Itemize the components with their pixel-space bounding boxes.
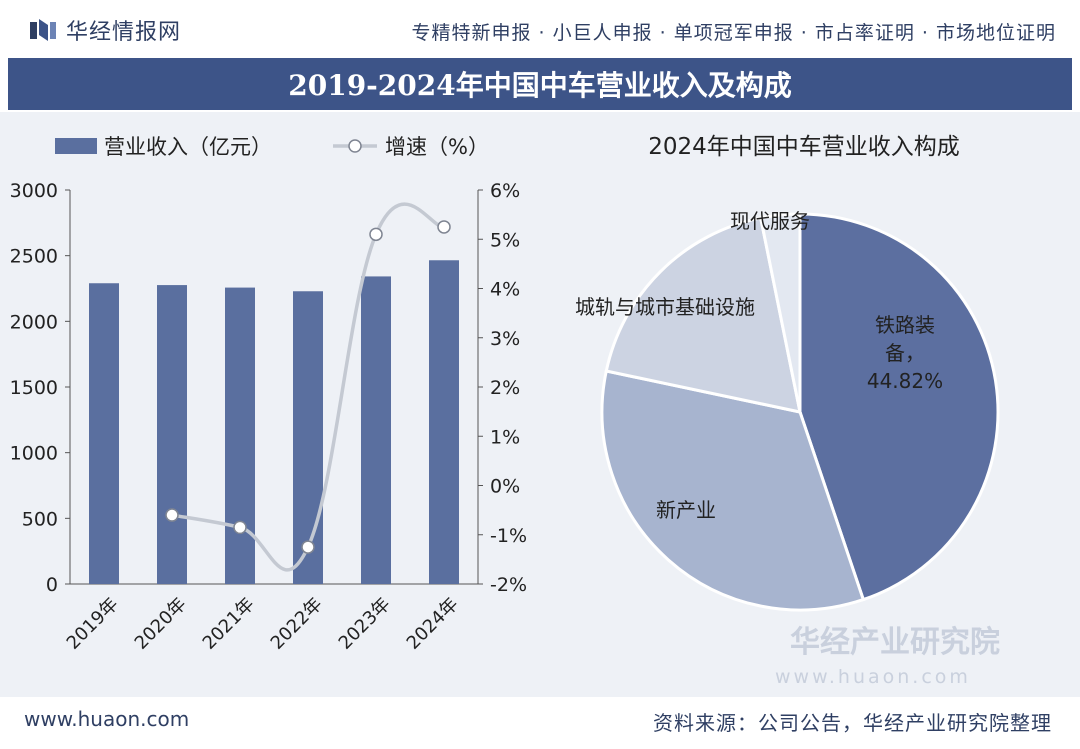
x-tick-label: 2019年 [63,594,123,654]
legend-line-label: 增速（%） [385,135,489,159]
page-title: 2019-2024年中国中车营业收入及构成 [288,69,792,102]
right-tick-label: 2% [490,377,520,399]
right-tick-label: 6% [490,180,520,202]
left-tick-label: 500 [22,508,58,530]
chart-canvas: 华经产业研究院 www.huaon.com 0 500 1000 1500 2000 2500… [10,134,1000,688]
source-note: 资料来源：公司公告，华经产业研究院整理 [653,711,1052,735]
x-tick-label: 2021年 [199,594,259,654]
bar-2020年 [157,285,187,584]
pie-slice-铁路装备 [798,212,1000,602]
growth-point [301,540,315,554]
brand-name: 华经情报网 [66,20,182,45]
right-tick-label: 1% [490,426,520,448]
pie-label-cont: 备， [885,341,925,365]
growth-point [165,508,179,522]
bar-2019年 [89,283,119,584]
right-tick-label: -2% [490,574,527,596]
legend-line-marker [348,139,362,153]
right-tick-label: 0% [490,476,520,498]
pie-label: 新产业 [656,498,716,522]
left-tick-label: 3000 [10,180,58,202]
title-bar: 2019-2024年中国中车营业收入及构成 [8,58,1072,110]
x-tick-label: 2020年 [131,594,191,654]
bar-2021年 [225,287,255,584]
services-nav[interactable]: 专精特新申报 · 小巨人申报 · 单项冠军申报 · 市占率证明 · 市场地位证明 [411,22,1056,44]
website-link[interactable]: www.huaon.com [24,707,190,731]
legend-bar-label: 营业收入（亿元） [104,135,272,159]
footer: www.huaon.com 资料来源：公司公告，华经产业研究院整理 [0,697,1080,749]
pie-slice-新产业 [600,369,866,612]
bar-2023年 [361,276,391,584]
watermark-name: 华经产业研究院 [790,625,1000,660]
x-tick-label: 2024年 [403,594,463,654]
left-tick-label: 1000 [10,443,58,465]
x-tick-label: 2023年 [335,594,395,654]
left-tick-label: 2000 [10,311,58,333]
top-bar: 华经情报网 专精特新申报 · 小巨人申报 · 单项冠军申报 · 市占率证明 · … [0,0,1080,56]
brand-logo-icon [30,19,56,41]
bar-2022年 [293,291,323,584]
right-tick-label: 5% [490,229,520,251]
pie-title: 2024年中国中车营业收入构成 [648,134,960,160]
pie-slice-现代服务 [758,212,802,413]
right-tick-label: 3% [490,328,520,350]
chart-panel: 华经产业研究院 www.huaon.com 0 500 1000 1500 2000 2500… [0,112,1080,697]
growth-point [369,227,383,242]
left-tick-label: 2500 [10,246,58,268]
pie-slice-城轨与城市基础设施 [604,216,802,414]
pie-pct-label: 44.82% [867,369,943,393]
brand[interactable]: 华经情报网 [30,14,181,46]
watermark-url: www.huaon.com [775,666,971,688]
growth-point [437,220,451,234]
bar-2024年 [429,260,459,584]
legend-bar-swatch [55,138,97,154]
right-tick-label: -1% [490,525,527,547]
left-tick-label: 1500 [10,377,58,399]
pie-label: 铁路装 [875,313,935,337]
pie-label: 城轨与城市基础设施 [575,295,755,319]
right-tick-label: 4% [490,279,520,301]
growth-point [233,520,247,535]
x-tick-label: 2022年 [267,594,327,654]
pie-label: 现代服务 [730,209,810,233]
left-tick-label: 0 [46,574,58,596]
